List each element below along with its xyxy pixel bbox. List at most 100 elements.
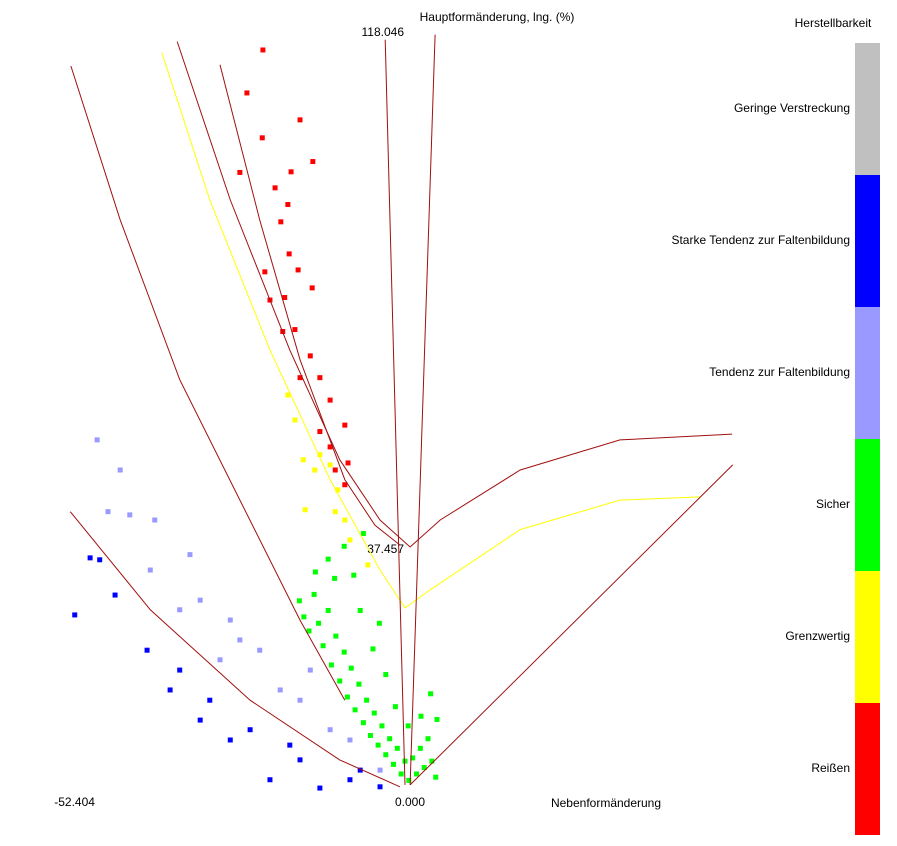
limit-curve	[409, 464, 734, 786]
point	[347, 737, 353, 743]
point	[345, 460, 351, 466]
point	[197, 597, 203, 603]
point	[87, 555, 93, 561]
limit-curve	[161, 52, 701, 609]
point	[307, 667, 313, 673]
point	[402, 758, 408, 764]
legend-swatch	[855, 175, 880, 307]
point	[406, 777, 412, 783]
point	[352, 707, 358, 713]
point	[286, 251, 292, 257]
point	[152, 517, 158, 523]
point	[307, 353, 313, 359]
point	[287, 742, 293, 748]
point	[341, 649, 347, 655]
y-axis-title: Hauptformänderung, lng. (%)	[420, 10, 575, 24]
point	[257, 647, 263, 653]
point	[383, 752, 389, 758]
x-tick-label: -52.404	[54, 795, 95, 809]
point	[371, 710, 377, 716]
point	[288, 169, 294, 175]
point	[217, 657, 223, 663]
point	[292, 327, 298, 333]
point	[342, 517, 348, 523]
legend-label: Grenzwertig	[785, 629, 850, 643]
point	[177, 607, 183, 613]
point	[418, 713, 424, 719]
point	[112, 592, 118, 598]
point	[370, 646, 376, 652]
point	[147, 567, 153, 573]
point	[327, 444, 333, 450]
point	[332, 467, 338, 473]
point	[332, 575, 338, 581]
point	[327, 397, 333, 403]
point	[379, 723, 385, 729]
legend-label: Reißen	[811, 761, 850, 775]
point	[237, 637, 243, 643]
x-tick-label: 0.000	[395, 795, 425, 809]
point	[360, 720, 366, 726]
point	[387, 736, 393, 742]
point	[282, 295, 288, 301]
point	[97, 557, 103, 563]
point	[375, 742, 381, 748]
point	[325, 556, 331, 562]
point	[316, 620, 322, 626]
point	[285, 202, 291, 208]
point	[357, 607, 363, 613]
point	[335, 487, 341, 493]
point	[259, 135, 265, 141]
point	[117, 467, 123, 473]
point	[297, 375, 303, 381]
point	[301, 614, 307, 620]
point	[364, 697, 370, 703]
point	[325, 607, 331, 613]
limit-curve	[409, 34, 436, 785]
point	[429, 758, 435, 764]
point	[347, 537, 353, 543]
point	[414, 771, 420, 777]
point	[328, 662, 334, 668]
point	[405, 723, 411, 729]
point	[356, 681, 362, 687]
point	[428, 691, 434, 697]
point	[311, 591, 317, 597]
point	[297, 757, 303, 763]
point	[297, 697, 303, 703]
point	[317, 429, 323, 435]
point	[342, 422, 348, 428]
point	[347, 777, 353, 783]
point	[105, 509, 111, 515]
point	[312, 467, 318, 473]
point	[348, 665, 354, 671]
point	[327, 462, 333, 468]
point	[167, 687, 173, 693]
point	[296, 598, 302, 604]
legend-swatch	[855, 703, 880, 835]
legend-swatch	[855, 307, 880, 439]
point	[377, 784, 383, 790]
point	[227, 617, 233, 623]
point	[94, 437, 100, 443]
point	[392, 704, 398, 710]
y-tick-label: 118.046	[362, 25, 405, 39]
point	[292, 417, 298, 423]
legend-label: Starke Tendenz zur Faltenbildung	[671, 233, 850, 247]
legend-label: Sicher	[816, 497, 850, 511]
point	[365, 562, 371, 568]
point	[320, 643, 326, 649]
legend-title: Herstellbarkeit	[795, 16, 872, 30]
point	[144, 647, 150, 653]
point	[394, 745, 400, 751]
legend-swatch	[855, 571, 880, 703]
y-tick-label: 37.457	[367, 542, 404, 556]
point	[351, 572, 357, 578]
point	[127, 512, 133, 518]
point	[357, 767, 363, 773]
point	[197, 717, 203, 723]
point	[244, 90, 250, 96]
point	[421, 765, 427, 771]
limit-curve	[219, 64, 401, 546]
limit-curve	[176, 41, 733, 548]
